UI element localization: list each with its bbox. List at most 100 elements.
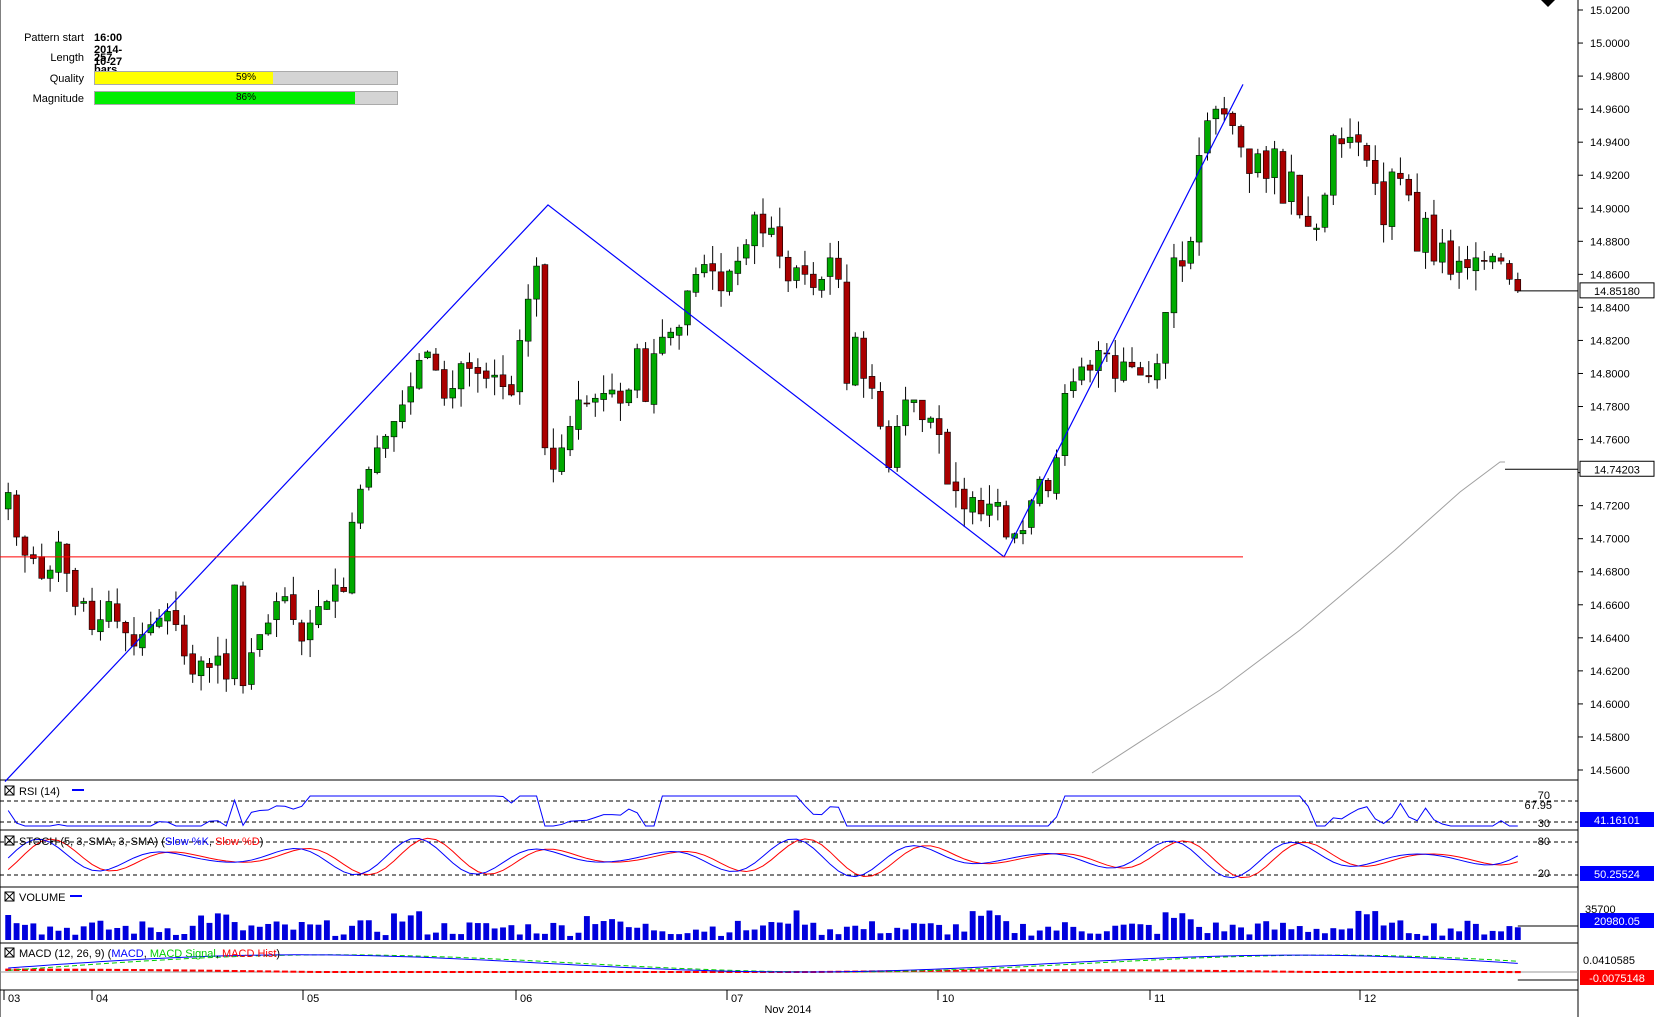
candle xyxy=(994,488,1002,521)
price-tick-label: 15.0000 xyxy=(1590,38,1630,50)
macd-hist-bar xyxy=(122,968,129,971)
volume-bar xyxy=(1254,923,1261,940)
candle xyxy=(1246,148,1253,193)
volume-bar xyxy=(961,931,968,940)
macd-hist-bar xyxy=(625,971,632,973)
macd-hist-bar xyxy=(47,968,54,971)
volume-bar xyxy=(290,929,297,940)
volume-bar xyxy=(323,920,330,940)
volume-bar xyxy=(164,928,171,940)
volume-bar xyxy=(131,933,137,940)
candle xyxy=(348,512,356,595)
date-tick-label: 07 xyxy=(731,993,743,1005)
volume-bar xyxy=(600,921,607,940)
candle xyxy=(1455,246,1463,289)
candle xyxy=(72,567,79,616)
macd-hist-bar xyxy=(659,971,666,973)
price-tick-label: 14.5600 xyxy=(1590,765,1630,777)
volume-bar xyxy=(332,935,339,940)
macd-label: MACD (12, 26, 9) xyxy=(19,948,105,960)
candle xyxy=(21,535,29,573)
candle xyxy=(617,382,624,421)
volume-bar xyxy=(709,926,716,940)
candle xyxy=(860,331,867,398)
volume-bar xyxy=(684,933,691,940)
macd-hist-bar xyxy=(1145,969,1152,972)
stoch-k-label: Slow %K xyxy=(165,836,210,848)
macd-hist-bar xyxy=(72,968,79,971)
volume-bar xyxy=(307,924,314,940)
volume-bar xyxy=(617,921,624,940)
candle xyxy=(1078,357,1085,386)
candle xyxy=(1422,211,1429,269)
volume-bar xyxy=(927,923,934,940)
candle xyxy=(474,358,482,393)
candle xyxy=(264,614,272,636)
macd-value-tag: -0.0075148 xyxy=(1580,970,1654,985)
macd-hist-bar xyxy=(684,971,691,973)
volume-bar xyxy=(1422,935,1429,940)
scroll-arrow-icon[interactable] xyxy=(1541,0,1555,7)
price-tick-label: 14.8400 xyxy=(1590,302,1630,314)
volume-bar xyxy=(625,927,632,940)
volume-bar xyxy=(810,922,817,940)
volume-bar xyxy=(1095,933,1102,940)
candle xyxy=(885,420,893,473)
candle xyxy=(1371,145,1379,196)
macd-hist-bar xyxy=(1380,971,1387,973)
volume-bar xyxy=(583,916,590,940)
volume-bar xyxy=(860,929,867,940)
volume-bar xyxy=(5,915,12,940)
volume-bar xyxy=(978,915,984,940)
macd-hist-bar xyxy=(667,971,674,973)
macd-close-icon[interactable] xyxy=(4,947,15,958)
volume-bar xyxy=(1263,921,1270,940)
candle xyxy=(1002,500,1010,540)
candle xyxy=(1296,174,1303,219)
candle xyxy=(642,342,649,403)
macd-hist-bar xyxy=(416,971,423,973)
candle xyxy=(1330,133,1337,206)
macd-hist-bar xyxy=(114,968,121,971)
macd-hist-bar xyxy=(231,969,238,972)
macd-hist-bar xyxy=(357,971,364,973)
stoch-d-label: Slow %D xyxy=(215,836,260,848)
volume-bar xyxy=(969,911,976,940)
quality-bar: 59% xyxy=(94,71,398,85)
macd-hist-bar xyxy=(189,969,196,972)
volume-bar xyxy=(231,922,238,940)
candle xyxy=(139,622,146,656)
macd-hist-bar xyxy=(1305,970,1312,973)
macd-hist-bar xyxy=(474,971,481,973)
volume-bar xyxy=(223,914,230,940)
candle xyxy=(1355,121,1362,157)
candle xyxy=(1405,174,1413,202)
macd-hist-bar xyxy=(642,971,649,973)
candle xyxy=(273,592,280,638)
svg-text:41.16101: 41.16101 xyxy=(1594,815,1640,827)
candle xyxy=(491,359,498,396)
candle xyxy=(172,591,180,632)
volume-bar xyxy=(734,920,741,940)
macd-hist-bar xyxy=(80,968,87,971)
macd-hist-bar xyxy=(147,969,154,972)
volume-close-icon[interactable] xyxy=(4,891,15,902)
volume-bar xyxy=(1439,935,1446,940)
stoch-close-icon[interactable] xyxy=(4,835,15,846)
candle xyxy=(1137,361,1144,376)
volume-bar xyxy=(609,919,615,940)
macd-hist-bar xyxy=(382,971,389,973)
volume-bar xyxy=(1372,911,1379,940)
magnitude-bar-fill xyxy=(95,92,355,104)
volume-bar xyxy=(181,934,188,940)
volume-bar xyxy=(1321,933,1328,940)
rsi-close-icon[interactable] xyxy=(4,785,15,796)
volume-bar xyxy=(1472,923,1479,940)
macd-hist-bar xyxy=(500,971,506,973)
volume-bar xyxy=(1380,925,1387,940)
candle xyxy=(600,375,607,412)
candle xyxy=(1388,168,1396,240)
macd-hist-bar xyxy=(1363,971,1370,973)
macd-hist-bar xyxy=(214,969,221,972)
